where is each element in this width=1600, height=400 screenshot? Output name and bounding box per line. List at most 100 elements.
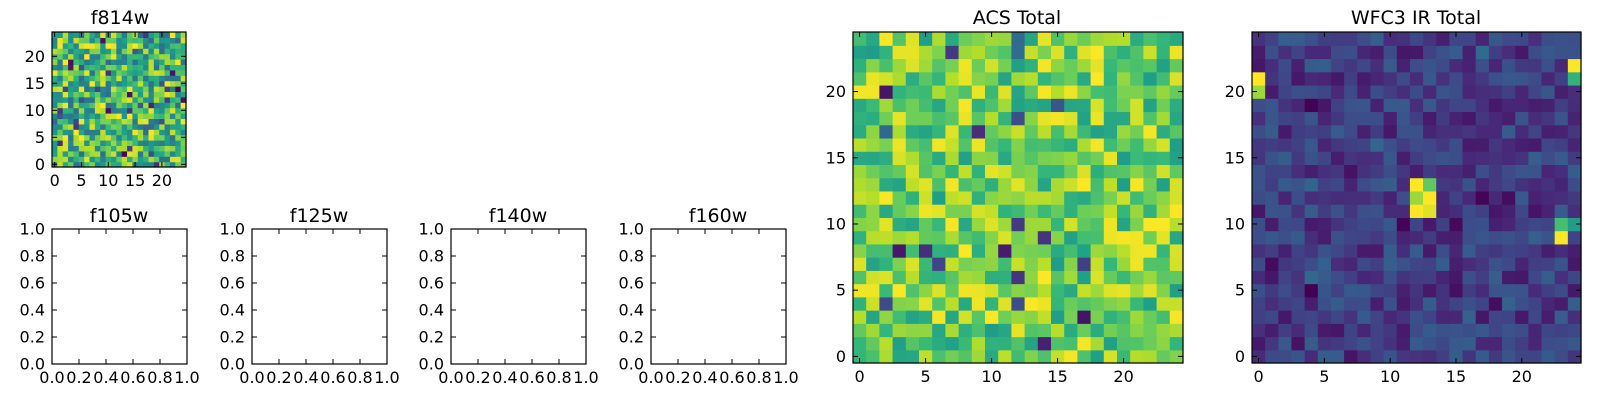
heatmap-cell [78,86,85,92]
heatmap-cell [1409,164,1424,179]
heatmap-cell [62,161,69,168]
heatmap-cell [1291,283,1306,298]
heatmap-cell [945,243,960,258]
heatmap-cell [932,243,946,258]
heatmap-cell [57,91,64,98]
heatmap-cell [68,161,75,168]
heatmap-cell [1278,243,1293,258]
heatmap-cell [971,58,986,73]
heatmap-cell [1265,84,1279,99]
heatmap-cell [1515,137,1529,152]
heatmap-cell [1278,190,1293,205]
heatmap-cell [110,69,117,76]
heatmap-cell [866,58,880,73]
heatmap-cell [1103,111,1118,126]
heatmap-cell [879,283,894,298]
heatmap-cell [1291,270,1306,285]
heatmap-cell [1051,243,1065,258]
heatmap-cell [1103,71,1118,86]
heatmap-cell [1011,310,1026,324]
heatmap-cell [1117,45,1131,60]
heatmap-cell [1515,204,1529,218]
heatmap-cell [62,107,69,114]
heatmap-cell [1037,243,1052,258]
heatmap-cell [1357,58,1372,73]
heatmap-cell [1278,204,1293,218]
heatmap-cell [1037,230,1052,245]
heatmap-cell [143,156,150,163]
heatmap-cell [866,230,880,245]
heatmap-cell [1156,124,1171,139]
heatmap-cell [905,336,920,351]
heatmap-cell [57,53,64,60]
panel-title: f105w [90,205,149,227]
heatmap-cell [153,96,160,103]
heatmap-cell [1051,98,1065,113]
y-tick-label: 20 [826,82,846,101]
y-tick-label: 10 [826,214,846,233]
heatmap-cell [100,161,107,168]
heatmap-cell [1383,217,1398,232]
heatmap-cell [1423,151,1437,165]
heatmap-cell [169,42,176,49]
heatmap-cell [1130,243,1144,258]
heatmap-cell [121,107,128,114]
heatmap-cell [1528,310,1543,324]
heatmap-cell [1051,310,1065,324]
heatmap-cell [1423,310,1437,324]
heatmap-cell [89,80,96,87]
heatmap-cell [1357,45,1372,60]
heatmap-cell [866,137,880,152]
y-tick-label: 15 [25,74,45,93]
heatmap-cell [1037,45,1052,60]
y-tick-label: 15 [1225,148,1245,167]
heatmap-cell [1357,164,1372,179]
heatmap-cell [1103,283,1118,298]
heatmap-cell [1370,58,1385,73]
heatmap-cell [164,32,171,38]
heatmap-cell [1475,164,1490,179]
heatmap-cell [892,243,907,258]
heatmap-cell [1156,45,1171,60]
heatmap-cell [1383,283,1398,298]
heatmap-cell [52,37,58,44]
heatmap-cell [1344,164,1358,179]
heatmap-cell [1265,270,1279,285]
x-tick-label: 20 [1113,367,1133,386]
heatmap-cell [1143,257,1158,271]
heatmap-cell [1357,296,1372,311]
heatmap-cell [1156,58,1171,73]
heatmap-cell [164,48,171,55]
heatmap-cell [1383,98,1398,113]
heatmap-cell [1344,270,1358,285]
heatmap-cell [169,150,176,157]
heatmap-cell [1475,336,1490,351]
heatmap-cell [1024,111,1039,126]
heatmap-cell [62,156,69,163]
heatmap-cell [1449,98,1464,113]
heatmap-cell [1156,204,1171,218]
heatmap-cell [1409,151,1424,165]
heatmap-cell [1502,296,1516,311]
heatmap-cell [94,37,101,44]
heatmap-cell [1117,310,1131,324]
heatmap-cell [164,75,171,82]
heatmap-cell [1383,190,1398,205]
heatmap-cell [892,204,907,218]
heatmap-cell [169,48,176,55]
heatmap-cell [1423,257,1437,271]
heatmap-cell [159,156,166,163]
heatmap-cell [945,257,960,271]
heatmap-cell [958,71,973,86]
x-tick-label: 10 [981,367,1001,386]
heatmap-cell [121,86,128,92]
heatmap-cell [1357,283,1372,298]
heatmap-cell [879,98,894,113]
heatmap-cell [853,270,867,285]
heatmap-cell [1475,257,1490,271]
heatmap-cell [1024,257,1039,271]
heatmap-cell [879,137,894,152]
heatmap-cell [89,69,96,76]
heatmap-cell [1396,137,1411,152]
heatmap-cell [153,80,160,87]
